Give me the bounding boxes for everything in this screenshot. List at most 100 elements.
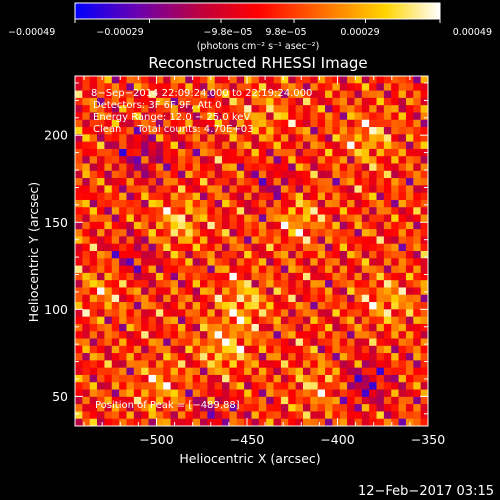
heatmap-cell xyxy=(170,97,179,106)
heatmap-cell xyxy=(376,141,385,150)
heatmap-cell xyxy=(383,411,392,420)
heatmap-cell xyxy=(214,323,223,332)
heatmap-cell xyxy=(133,338,142,347)
heatmap-cell xyxy=(391,251,399,259)
heatmap-cell xyxy=(273,83,282,91)
heatmap-cell xyxy=(89,389,98,398)
heatmap-cell xyxy=(148,134,157,142)
heatmap-cell xyxy=(97,411,105,420)
heatmap-cell xyxy=(214,221,223,230)
heatmap-cell xyxy=(295,353,304,361)
heatmap-cell xyxy=(200,141,208,150)
heatmap-cell xyxy=(339,192,348,201)
heatmap-cell xyxy=(229,221,238,230)
heatmap-cell xyxy=(82,112,90,121)
heatmap-cell xyxy=(75,316,83,325)
heatmap-cell xyxy=(369,134,377,142)
heatmap-cell xyxy=(155,287,164,296)
heatmap-cell xyxy=(244,236,252,245)
heatmap-cell xyxy=(82,236,90,245)
heatmap-cell xyxy=(119,243,127,252)
heatmap-cell xyxy=(133,236,142,245)
heatmap-cell xyxy=(288,294,296,303)
heatmap-cell xyxy=(82,323,90,332)
heatmap-cell xyxy=(97,163,105,172)
heatmap-cell xyxy=(75,404,83,412)
heatmap-cell xyxy=(155,185,164,193)
heatmap-cell xyxy=(420,119,429,128)
heatmap-cell xyxy=(325,353,333,361)
heatmap-cell xyxy=(258,97,267,106)
heatmap-cell xyxy=(155,112,164,121)
heatmap-cell xyxy=(361,156,370,164)
x-tick-label-minus400: −400 xyxy=(320,432,354,447)
heatmap-cell xyxy=(383,280,392,288)
heatmap-cell xyxy=(163,156,171,164)
heatmap-cell xyxy=(288,221,296,230)
heatmap-cell xyxy=(192,90,201,99)
heatmap-cell xyxy=(244,170,252,179)
heatmap-cell xyxy=(97,90,105,99)
heatmap-cell xyxy=(258,156,267,164)
heatmap-cell xyxy=(185,294,193,303)
heatmap-cell xyxy=(222,265,230,274)
heatmap-cell xyxy=(391,338,399,347)
heatmap-cell xyxy=(244,360,252,368)
heatmap-cell xyxy=(192,221,201,230)
heatmap-cell xyxy=(354,76,363,84)
heatmap-cell xyxy=(82,302,90,310)
heatmap-cell xyxy=(420,112,429,121)
heatmap-cell xyxy=(354,251,363,259)
heatmap-cell xyxy=(192,83,201,91)
heatmap-cell xyxy=(383,258,392,266)
heatmap-cell xyxy=(214,404,223,412)
heatmap-cell xyxy=(222,178,230,186)
heatmap-cell xyxy=(111,316,120,325)
heatmap-cell xyxy=(185,258,193,266)
heatmap-cell xyxy=(288,243,296,252)
heatmap-cell xyxy=(214,119,223,128)
heatmap-cell xyxy=(383,316,392,325)
heatmap-cell xyxy=(273,272,282,281)
heatmap-cell xyxy=(119,148,127,157)
heatmap-cell xyxy=(97,374,105,383)
heatmap-cell xyxy=(339,411,348,420)
heatmap-cell xyxy=(207,170,216,179)
heatmap-cell xyxy=(369,214,377,223)
heatmap-cell xyxy=(244,192,252,201)
heatmap-cell xyxy=(405,243,414,252)
heatmap-cell xyxy=(420,323,429,332)
heatmap-cell xyxy=(75,170,83,179)
colorbar-unit-label: (photons cm⁻² s⁻¹ asec⁻²) xyxy=(197,41,320,52)
heatmap-cell xyxy=(207,127,216,135)
heatmap-cell xyxy=(185,76,193,84)
heatmap-cell xyxy=(420,236,429,245)
heatmap-cell xyxy=(104,156,113,164)
heatmap-cell xyxy=(280,316,289,325)
heatmap-cell xyxy=(177,207,186,215)
heatmap-cell xyxy=(310,134,318,142)
heatmap-cell xyxy=(214,214,223,223)
heatmap-cell xyxy=(104,345,113,354)
heatmap-cell xyxy=(236,83,245,91)
heatmap-cell xyxy=(82,265,90,274)
heatmap-cell xyxy=(280,207,289,215)
heatmap-cell xyxy=(163,251,171,259)
heatmap-cell xyxy=(266,258,274,266)
heatmap-cell xyxy=(325,236,333,245)
heatmap-cell xyxy=(244,163,252,172)
heatmap-cell xyxy=(244,83,252,91)
heatmap-cell xyxy=(273,374,282,383)
heatmap-cell xyxy=(177,170,186,179)
heatmap-cell xyxy=(391,105,399,113)
heatmap-cell xyxy=(214,280,223,288)
heatmap-cell xyxy=(170,345,179,354)
heatmap-cell xyxy=(222,127,230,135)
heatmap-cell xyxy=(75,258,83,266)
heatmap-cell xyxy=(302,265,311,274)
heatmap-cell xyxy=(177,294,186,303)
heatmap-cell xyxy=(258,316,267,325)
heatmap-cell xyxy=(325,265,333,274)
heatmap-cell xyxy=(420,170,429,179)
heatmap-cell xyxy=(354,411,363,420)
